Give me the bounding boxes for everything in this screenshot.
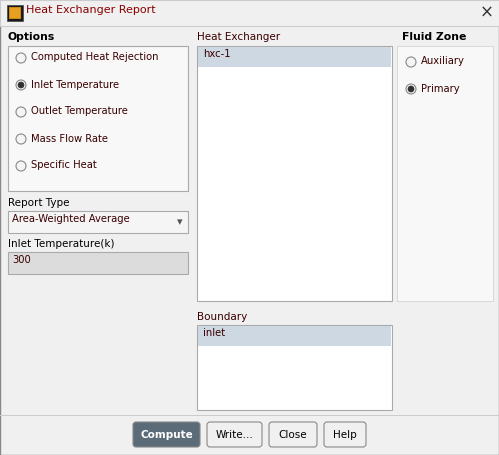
- Text: 300: 300: [12, 255, 31, 265]
- Circle shape: [408, 86, 414, 92]
- Text: Help: Help: [333, 430, 357, 440]
- Bar: [8, 252, 188, 274]
- FancyBboxPatch shape: [133, 422, 200, 447]
- Text: Heat Exchanger: Heat Exchanger: [197, 32, 280, 42]
- Bar: [198, 326, 391, 346]
- Text: Compute: Compute: [140, 430, 193, 440]
- Bar: [197, 325, 392, 410]
- Text: Auxiliary: Auxiliary: [421, 56, 465, 66]
- Circle shape: [16, 161, 26, 171]
- Text: Computed Heat Rejection: Computed Heat Rejection: [31, 52, 159, 62]
- Text: ▾: ▾: [177, 217, 183, 227]
- Bar: [10, 8, 20, 18]
- Text: Primary: Primary: [421, 84, 460, 93]
- Bar: [9, 7, 21, 19]
- Circle shape: [16, 134, 26, 144]
- FancyBboxPatch shape: [269, 422, 317, 447]
- Text: Inlet Temperature: Inlet Temperature: [31, 80, 119, 90]
- Text: ×: ×: [480, 4, 494, 22]
- Bar: [0, 415, 499, 416]
- Bar: [0, 26, 499, 27]
- Bar: [8, 211, 188, 233]
- Text: Options: Options: [8, 32, 55, 42]
- Circle shape: [16, 107, 26, 117]
- Circle shape: [406, 84, 416, 94]
- Bar: [0, 0, 499, 26]
- FancyBboxPatch shape: [207, 422, 262, 447]
- Bar: [8, 46, 188, 191]
- Text: Specific Heat: Specific Heat: [31, 161, 97, 171]
- Circle shape: [18, 82, 24, 88]
- Text: Outlet Temperature: Outlet Temperature: [31, 106, 128, 116]
- Text: Boundary: Boundary: [197, 312, 247, 322]
- Circle shape: [406, 57, 416, 67]
- Text: Close: Close: [278, 430, 307, 440]
- Circle shape: [16, 80, 26, 90]
- Text: Report Type: Report Type: [8, 198, 69, 208]
- Text: Heat Exchanger Report: Heat Exchanger Report: [26, 5, 156, 15]
- Bar: [397, 46, 493, 301]
- Text: Area-Weighted Average: Area-Weighted Average: [12, 214, 130, 224]
- Bar: [7, 5, 23, 21]
- Bar: [198, 47, 391, 67]
- Text: Fluid Zone: Fluid Zone: [402, 32, 467, 42]
- Text: Mass Flow Rate: Mass Flow Rate: [31, 133, 108, 143]
- Text: Inlet Temperature(k): Inlet Temperature(k): [8, 239, 114, 249]
- Text: Write...: Write...: [216, 430, 253, 440]
- Text: hxc-1: hxc-1: [203, 49, 231, 59]
- Text: inlet: inlet: [203, 328, 225, 338]
- Circle shape: [16, 53, 26, 63]
- FancyBboxPatch shape: [324, 422, 366, 447]
- Bar: [197, 46, 392, 301]
